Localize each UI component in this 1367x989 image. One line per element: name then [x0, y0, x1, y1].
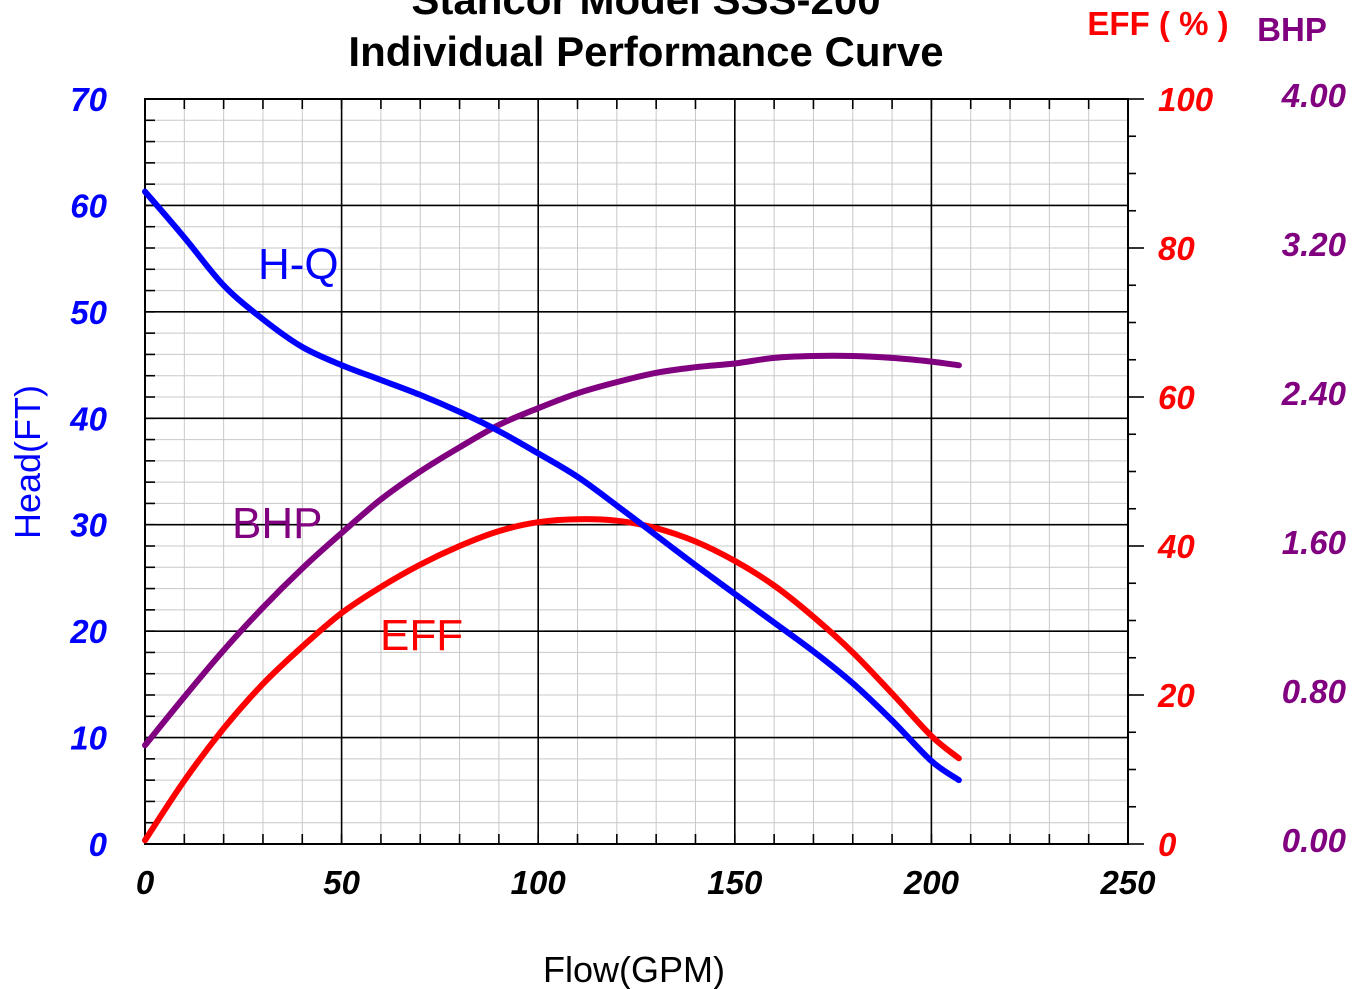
plot-frame	[144, 98, 1129, 845]
head-tick-label: 40	[69, 400, 107, 437]
minor-grid	[144, 98, 1129, 845]
eff-tick-label: 0	[1158, 826, 1177, 863]
hq-curve-label: H-Q	[258, 240, 339, 289]
eff-axis-header: EFF ( % )	[1087, 5, 1228, 42]
head-tick-label: 70	[70, 81, 107, 118]
x-tick-label: 100	[511, 864, 567, 901]
major-grid	[144, 98, 1129, 845]
head-tick-label: 20	[69, 613, 107, 650]
head-tick-label: 10	[70, 720, 107, 757]
tick-marks	[144, 98, 1144, 845]
eff-tick-label: 40	[1157, 528, 1195, 565]
head-tick-label: 0	[89, 826, 108, 863]
bhp-tick-label: 0.80	[1282, 673, 1347, 710]
head-tick-label: 60	[70, 187, 107, 224]
eff-tick-label: 60	[1158, 379, 1195, 416]
bhp-tick-label: 2.40	[1281, 375, 1347, 412]
eff-tick-label: 100	[1158, 81, 1214, 118]
x-tick-label: 50	[323, 864, 360, 901]
curves	[142, 188, 962, 844]
eff-curve-label: EFF	[380, 611, 463, 660]
bhp-tick-label: 1.60	[1282, 524, 1347, 561]
eff-tick-label: 80	[1158, 230, 1195, 267]
bhp-tick-label: 4.00	[1281, 77, 1347, 114]
chart-title-line-1: Stancor Model SSS-200	[411, 0, 880, 23]
bhp-axis-header: BHP	[1257, 11, 1327, 48]
head-tick-label: 30	[70, 507, 107, 544]
bhp-tick-label: 0.00	[1282, 822, 1347, 859]
x-tick-label: 0	[136, 864, 155, 901]
bhp-tick-label: 3.20	[1282, 226, 1347, 263]
head-tick-label: 50	[70, 294, 107, 331]
x-tick-label: 200	[903, 864, 960, 901]
x-axis-label: Flow(GPM)	[543, 949, 725, 989]
y-axis-label: Head(FT)	[7, 385, 48, 539]
chart-title-line-2: Individual Performance Curve	[348, 28, 943, 75]
bhp-curve-label: BHP	[232, 499, 322, 548]
tick-labels: 0 50 100 150 200 2500102030405060700204060801…	[69, 77, 1346, 901]
eff-curve	[142, 516, 962, 844]
hq-curve	[142, 188, 962, 784]
eff-tick-label: 20	[1157, 677, 1195, 714]
x-tick-label: 150	[707, 864, 763, 901]
bhp-curve	[142, 352, 962, 749]
x-tick-label: 250	[1099, 864, 1156, 901]
